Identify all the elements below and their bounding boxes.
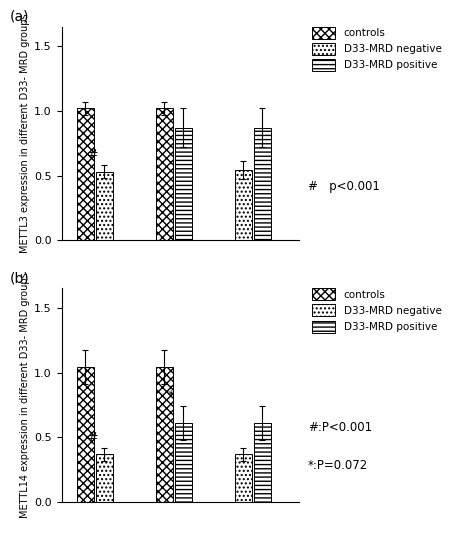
Y-axis label: METTL14 expression in different D33- MRD groups: METTL14 expression in different D33- MRD… bbox=[20, 272, 30, 518]
Bar bbox=[235, 454, 252, 502]
Bar bbox=[76, 108, 94, 240]
Text: #:P<0.001: #:P<0.001 bbox=[308, 421, 372, 434]
Bar bbox=[76, 367, 94, 502]
Bar bbox=[174, 423, 192, 502]
Legend: controls, D33-MRD negative, D33-MRD positive: controls, D33-MRD negative, D33-MRD posi… bbox=[308, 22, 446, 75]
Bar bbox=[174, 128, 192, 240]
Text: (b): (b) bbox=[9, 271, 29, 285]
Text: #   p<0.001: # p<0.001 bbox=[308, 180, 380, 193]
Bar bbox=[96, 454, 113, 502]
Text: (a): (a) bbox=[9, 10, 29, 23]
Bar bbox=[254, 128, 271, 240]
Text: *:P=0.072: *:P=0.072 bbox=[308, 459, 368, 472]
Bar bbox=[254, 423, 271, 502]
Y-axis label: METTL3 expression in different D33- MRD groups: METTL3 expression in different D33- MRD … bbox=[20, 14, 30, 253]
Bar bbox=[96, 172, 113, 240]
Bar bbox=[155, 108, 173, 240]
Text: #: # bbox=[87, 431, 98, 444]
Bar bbox=[235, 170, 252, 240]
Bar bbox=[155, 367, 173, 502]
Text: *: * bbox=[168, 389, 174, 402]
Text: #: # bbox=[87, 148, 98, 161]
Legend: controls, D33-MRD negative, D33-MRD positive: controls, D33-MRD negative, D33-MRD posi… bbox=[308, 284, 446, 337]
